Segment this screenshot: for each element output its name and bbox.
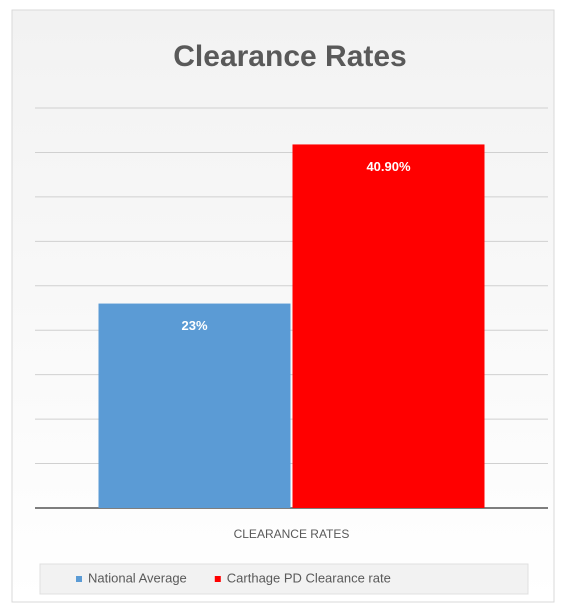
legend-swatch: [76, 576, 82, 582]
x-tick-label: CLEARANCE RATES: [234, 527, 350, 541]
legend-label: Carthage PD Clearance rate: [227, 570, 391, 585]
chart-title: Clearance Rates: [173, 40, 406, 73]
data-label: 40.90%: [366, 159, 411, 174]
legend-box: [39, 563, 529, 595]
legend-swatch: [214, 576, 221, 582]
data-label: 23%: [181, 318, 207, 333]
bar: [98, 303, 291, 508]
legend-label: National Average: [88, 570, 187, 585]
bar: [292, 144, 485, 508]
